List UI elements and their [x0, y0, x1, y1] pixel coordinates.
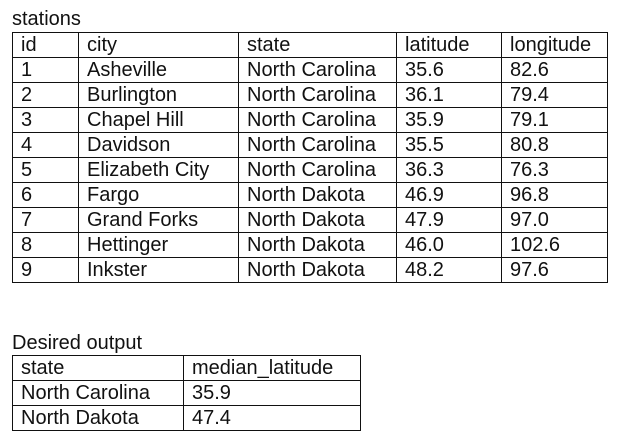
stations-cell: 97.6	[501, 257, 608, 283]
stations-cell: 80.8	[501, 132, 608, 158]
stations-column-header: city	[78, 32, 239, 58]
stations-cell: 97.0	[501, 207, 608, 233]
desired-output-table-body: North Carolina 35.9 North Dakota 47.4	[12, 380, 361, 431]
stations-row: 4 Davidson North Carolina 35.5 80.8	[12, 132, 608, 158]
stations-cell: 8	[12, 232, 79, 258]
stations-cell: Grand Forks	[78, 207, 239, 233]
stations-cell: Burlington	[78, 82, 239, 108]
stations-cell: 79.4	[501, 82, 608, 108]
stations-table-caption: stations	[12, 8, 81, 30]
stations-cell: North Dakota	[238, 182, 397, 208]
stations-cell: 2	[12, 82, 79, 108]
desired-output-cell: North Carolina	[12, 380, 184, 406]
stations-cell: 36.3	[396, 157, 502, 183]
stations-column-header: state	[238, 32, 397, 58]
stations-row: 1 Asheville North Carolina 35.6 82.6	[12, 57, 608, 83]
stations-cell: 9	[12, 257, 79, 283]
stations-cell: 35.9	[396, 107, 502, 133]
desired-output-cell: North Dakota	[12, 405, 184, 431]
stations-cell: North Carolina	[238, 157, 397, 183]
desired-output-row: North Dakota 47.4	[12, 405, 361, 431]
stations-cell: 82.6	[501, 57, 608, 83]
stations-column-header: id	[12, 32, 79, 58]
desired-output-column-header: median_latitude	[183, 355, 361, 381]
stations-cell: 4	[12, 132, 79, 158]
stations-row: 7 Grand Forks North Dakota 47.9 97.0	[12, 207, 608, 233]
stations-cell: North Carolina	[238, 82, 397, 108]
stations-row: 6 Fargo North Dakota 46.9 96.8	[12, 182, 608, 208]
stations-cell: Hettinger	[78, 232, 239, 258]
stations-table-header: id city state latitude longitude	[12, 32, 608, 58]
stations-cell: 35.5	[396, 132, 502, 158]
desired-output-cell: 47.4	[183, 405, 361, 431]
stations-cell: 5	[12, 157, 79, 183]
stations-row: 8 Hettinger North Dakota 46.0 102.6	[12, 232, 608, 258]
desired-output-cell: 35.9	[183, 380, 361, 406]
stations-cell: North Carolina	[238, 57, 397, 83]
stations-cell: 47.9	[396, 207, 502, 233]
desired-output-table-header: state median_latitude	[12, 355, 361, 381]
stations-cell: Inkster	[78, 257, 239, 283]
stations-cell: 48.2	[396, 257, 502, 283]
stations-cell: 1	[12, 57, 79, 83]
stations-cell: Asheville	[78, 57, 239, 83]
stations-cell: 36.1	[396, 82, 502, 108]
stations-row: 2 Burlington North Carolina 36.1 79.4	[12, 82, 608, 108]
stations-cell: North Dakota	[238, 207, 397, 233]
stations-cell: North Dakota	[238, 257, 397, 283]
stations-cell: 35.6	[396, 57, 502, 83]
stations-cell: Chapel Hill	[78, 107, 239, 133]
desired-output-row: North Carolina 35.9	[12, 380, 361, 406]
stations-cell: 3	[12, 107, 79, 133]
desired-output-header-row: state median_latitude	[12, 355, 361, 381]
stations-cell: 46.0	[396, 232, 502, 258]
stations-cell: 76.3	[501, 157, 608, 183]
stations-column-header: latitude	[396, 32, 502, 58]
stations-row: 9 Inkster North Dakota 48.2 97.6	[12, 257, 608, 283]
desired-output-caption: Desired output	[12, 332, 143, 354]
stations-row: 5 Elizabeth City North Carolina 36.3 76.3	[12, 157, 608, 183]
stations-table: id city state latitude longitude 1 Asheville N…	[12, 32, 608, 283]
stations-cell: North Carolina	[238, 107, 397, 133]
stations-table-body: 1 Asheville North Carolina 35.6 82.6 2 Burling…	[12, 57, 608, 283]
stations-cell: Fargo	[78, 182, 239, 208]
stations-cell: North Dakota	[238, 232, 397, 258]
stations-column-header: longitude	[501, 32, 608, 58]
stations-cell: 96.8	[501, 182, 608, 208]
stations-row: 3 Chapel Hill North Carolina 35.9 79.1	[12, 107, 608, 133]
stations-cell: 102.6	[501, 232, 608, 258]
stations-cell: 6	[12, 182, 79, 208]
stations-header-row: id city state latitude longitude	[12, 32, 608, 58]
stations-cell: North Carolina	[238, 132, 397, 158]
desired-output-column-header: state	[12, 355, 184, 381]
stations-cell: Davidson	[78, 132, 239, 158]
stations-cell: 7	[12, 207, 79, 233]
stations-cell: 46.9	[396, 182, 502, 208]
stations-cell: 79.1	[501, 107, 608, 133]
desired-output-table: state median_latitude North Carolina 35.9 N…	[12, 355, 361, 431]
stations-cell: Elizabeth City	[78, 157, 239, 183]
